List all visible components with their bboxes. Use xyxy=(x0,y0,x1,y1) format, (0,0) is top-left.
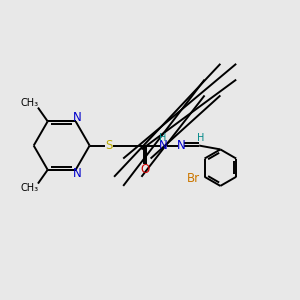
Text: N: N xyxy=(73,111,82,124)
Text: H: H xyxy=(197,133,204,142)
Text: H: H xyxy=(159,133,166,142)
Text: CH₃: CH₃ xyxy=(21,183,39,193)
Text: O: O xyxy=(141,163,150,176)
Text: N: N xyxy=(159,139,168,152)
Text: S: S xyxy=(105,139,112,152)
Text: CH₃: CH₃ xyxy=(21,98,39,109)
Text: N: N xyxy=(176,139,185,152)
Text: N: N xyxy=(73,167,82,180)
Text: Br: Br xyxy=(187,172,200,185)
